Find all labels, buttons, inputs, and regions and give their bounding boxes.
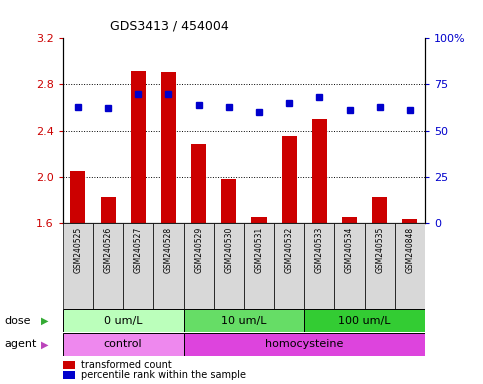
- Bar: [131, 71, 146, 223]
- FancyBboxPatch shape: [184, 333, 425, 356]
- Bar: [372, 197, 387, 223]
- Text: GSM240525: GSM240525: [73, 227, 83, 273]
- Text: 0 um/L: 0 um/L: [104, 316, 142, 326]
- Bar: [402, 219, 417, 223]
- Text: control: control: [104, 339, 142, 349]
- Text: homocysteine: homocysteine: [265, 339, 343, 349]
- FancyBboxPatch shape: [365, 223, 395, 309]
- Text: 10 um/L: 10 um/L: [221, 316, 267, 326]
- Text: GSM240527: GSM240527: [134, 227, 143, 273]
- Text: GSM240526: GSM240526: [103, 227, 113, 273]
- Text: agent: agent: [5, 339, 37, 349]
- FancyBboxPatch shape: [63, 223, 93, 309]
- FancyBboxPatch shape: [244, 223, 274, 309]
- FancyBboxPatch shape: [123, 223, 154, 309]
- FancyBboxPatch shape: [93, 223, 123, 309]
- FancyBboxPatch shape: [213, 223, 244, 309]
- Text: GSM240848: GSM240848: [405, 227, 414, 273]
- Text: percentile rank within the sample: percentile rank within the sample: [81, 370, 246, 380]
- Bar: [252, 217, 267, 223]
- Text: ▶: ▶: [41, 339, 49, 349]
- Text: GSM240535: GSM240535: [375, 227, 384, 273]
- Text: GDS3413 / 454004: GDS3413 / 454004: [110, 19, 228, 32]
- FancyBboxPatch shape: [184, 309, 304, 332]
- FancyBboxPatch shape: [154, 223, 184, 309]
- Text: GSM240530: GSM240530: [224, 227, 233, 273]
- Text: transformed count: transformed count: [81, 360, 171, 370]
- FancyBboxPatch shape: [63, 309, 184, 332]
- Bar: [312, 119, 327, 223]
- Text: 100 um/L: 100 um/L: [339, 316, 391, 326]
- FancyBboxPatch shape: [304, 223, 334, 309]
- Bar: [100, 197, 115, 223]
- Text: GSM240532: GSM240532: [284, 227, 294, 273]
- Text: GSM240531: GSM240531: [255, 227, 264, 273]
- Text: dose: dose: [5, 316, 31, 326]
- FancyBboxPatch shape: [334, 223, 365, 309]
- Bar: [342, 217, 357, 223]
- Bar: [161, 72, 176, 223]
- FancyBboxPatch shape: [304, 309, 425, 332]
- Text: ▶: ▶: [41, 316, 49, 326]
- Bar: [71, 171, 85, 223]
- FancyBboxPatch shape: [184, 223, 213, 309]
- Bar: [221, 179, 236, 223]
- Text: GSM240529: GSM240529: [194, 227, 203, 273]
- Bar: [282, 136, 297, 223]
- FancyBboxPatch shape: [395, 223, 425, 309]
- Text: GSM240533: GSM240533: [315, 227, 324, 273]
- Bar: [63, 371, 75, 379]
- Bar: [191, 144, 206, 223]
- Text: GSM240528: GSM240528: [164, 227, 173, 273]
- FancyBboxPatch shape: [274, 223, 304, 309]
- Text: GSM240534: GSM240534: [345, 227, 354, 273]
- FancyBboxPatch shape: [63, 333, 184, 356]
- Bar: [63, 361, 75, 369]
